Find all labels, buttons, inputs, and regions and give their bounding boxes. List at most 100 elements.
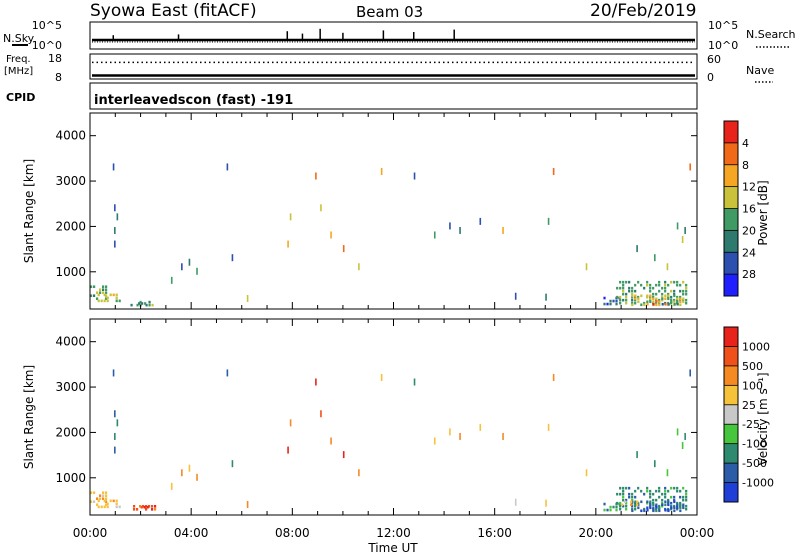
range-gate-cell [115, 299, 118, 303]
range-gate-cell [97, 505, 100, 509]
range-gate-cell [679, 300, 682, 304]
range-gate-cell [646, 300, 649, 304]
range-gate-cell [97, 293, 100, 297]
range-gate-cell [637, 297, 640, 301]
cpid-frame [89, 82, 698, 110]
nsky-label: N.Sky [3, 32, 35, 45]
range-gate-cell [646, 294, 649, 298]
range-gate-cell [619, 301, 622, 305]
range-gate-cell [625, 507, 628, 511]
range-gate-cell [622, 489, 625, 493]
echo-point [358, 263, 360, 271]
range-gate-cell [637, 300, 640, 304]
range-gate-cell [673, 509, 676, 513]
range-gate-cell [670, 289, 673, 293]
range-gate-cell [673, 280, 676, 284]
power-panel: 1000 2000 3000 4000 Slant Range [km] 4 8 12 16… [22, 112, 770, 310]
range-gate-cell [616, 501, 619, 505]
range-gate-cell [646, 302, 649, 306]
range-gate-cell [634, 283, 637, 287]
echo-point [330, 231, 332, 239]
noise-right-tick-top: 10^5 [708, 19, 738, 32]
colorbar-level: 8 [742, 159, 749, 172]
echo-point [552, 167, 555, 175]
colorbar-level: 28 [742, 268, 756, 281]
range-gate-cell [625, 280, 628, 284]
echo-point [287, 240, 289, 248]
range-gate-cell [102, 494, 105, 498]
range-gate-cell [667, 302, 670, 306]
range-gate-cell [646, 489, 649, 493]
range-gate-cell [649, 295, 652, 299]
range-gate-cell [105, 294, 108, 298]
echo-point [287, 446, 289, 454]
range-gate-cell [676, 300, 679, 304]
range-gate-cell [679, 504, 682, 508]
range-gate-cell [667, 294, 670, 298]
range-gate-cell [670, 280, 673, 284]
range-gate-cell [676, 280, 679, 284]
range-gate-cell [664, 286, 667, 290]
range-gate-cell [640, 500, 643, 504]
range-gate-cell [649, 492, 652, 496]
date-title: 20/Feb/2019 [590, 1, 696, 21]
echo-point [684, 432, 686, 440]
range-gate-cell [655, 292, 658, 296]
range-gate-cell [682, 498, 685, 502]
range-gate-cell [664, 294, 667, 298]
range-gate-cell [649, 503, 652, 507]
echo-point [545, 499, 547, 507]
range-gate-cell [652, 508, 655, 512]
freq-label-line2: [MHz] [4, 66, 33, 77]
range-gate-cell [103, 293, 106, 297]
range-gate-cell [670, 506, 673, 510]
range-gate-cell [631, 492, 634, 496]
range-gate-cell [102, 285, 105, 289]
range-gate-cell [615, 508, 618, 512]
echo-point [433, 231, 436, 239]
range-gate-cell [612, 299, 615, 303]
colorbar-frame [723, 326, 739, 503]
range-gate-cell [150, 508, 154, 511]
range-gate-cell [646, 500, 649, 504]
range-gate-cell [140, 505, 143, 509]
echo-point [114, 446, 116, 454]
colorbar-swatch [724, 274, 738, 297]
range-gate-cell [685, 292, 688, 296]
range-gate-cell [670, 495, 673, 499]
range-gate-cell [603, 296, 606, 300]
range-gate-cell [664, 289, 667, 293]
range-gate-cell [682, 486, 685, 490]
range-gate-cell [625, 301, 628, 305]
range-gate-cell [132, 505, 136, 508]
echo-point [666, 263, 669, 271]
range-gate-cell [625, 498, 628, 502]
range-gate-cell [673, 498, 676, 502]
range-gate-cell [667, 297, 670, 301]
range-gate-cell [93, 491, 96, 495]
range-gate-cell [679, 489, 682, 493]
range-gate-cell [115, 499, 118, 503]
freq-tick-top: 18 [48, 52, 62, 65]
range-gate-cell [676, 501, 679, 505]
range-gate-cell [646, 501, 649, 505]
x-tick-label: 12:00 [376, 526, 411, 540]
range-gate-cell [685, 301, 688, 305]
range-gate-cell [97, 499, 100, 503]
echo-point [320, 410, 322, 418]
range-gate-cell [616, 492, 619, 496]
range-gate-cell [670, 486, 673, 490]
range-gate-cell [646, 486, 649, 490]
range-gate-cell [96, 503, 99, 507]
range-gate-cell [115, 293, 118, 297]
echo-point [654, 254, 656, 262]
range-gate-cell [631, 501, 634, 505]
range-gate-cell [105, 288, 108, 292]
range-gate-cell [90, 285, 93, 289]
noise-left-tick-top: 10^5 [32, 19, 62, 32]
echo-point [358, 469, 360, 477]
echo-point [689, 163, 692, 171]
colorbar-level: -1000 [742, 477, 774, 490]
range-gate-cell [640, 509, 643, 513]
colorbar-swatch [724, 404, 738, 425]
